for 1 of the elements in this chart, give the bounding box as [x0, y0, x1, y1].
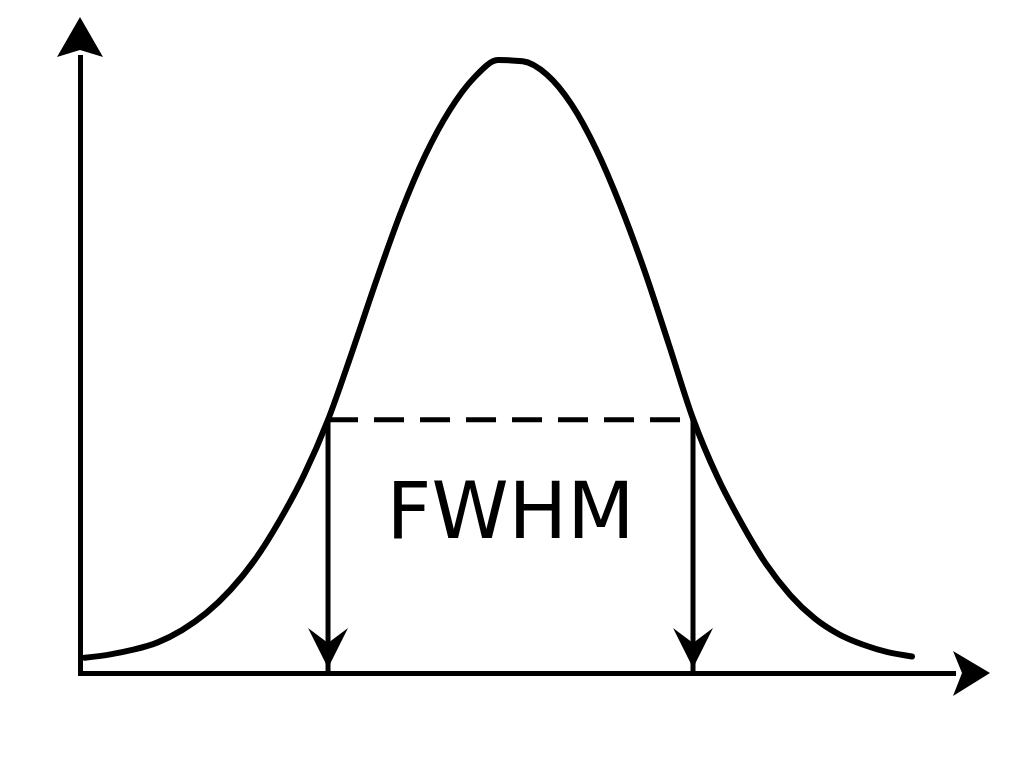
annotation: FWHM [386, 465, 635, 556]
